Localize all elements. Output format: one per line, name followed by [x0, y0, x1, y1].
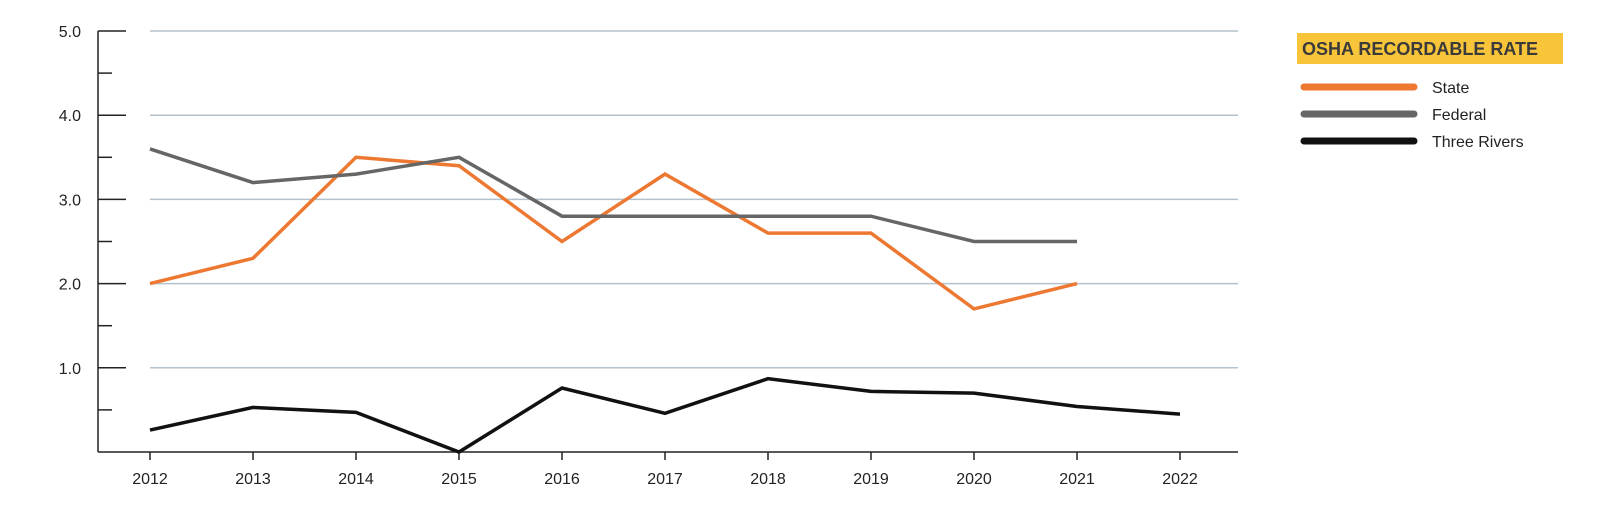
legend-label: Three Rivers [1432, 134, 1524, 151]
series-line-federal [149, 147, 1077, 244]
y-tick-label: 5.0 [59, 24, 81, 41]
x-tick-label: 2022 [1162, 471, 1198, 488]
x-tick-label: 2018 [750, 471, 786, 488]
legend-label: Federal [1432, 107, 1486, 124]
x-tick-label: 2015 [441, 471, 477, 488]
x-tick-label: 2013 [235, 471, 271, 488]
x-tick-label: 2021 [1059, 471, 1095, 488]
y-tick-label: 4.0 [59, 108, 81, 125]
legend: OSHA RECORDABLE RATE State Federal Three R… [1297, 33, 1563, 151]
y-tick-label: 3.0 [59, 192, 81, 209]
y-tick-label: 1.0 [59, 361, 81, 378]
legend-label: State [1432, 80, 1469, 97]
x-tick-label: 2019 [853, 471, 889, 488]
x-tick-label: 2020 [956, 471, 992, 488]
legend-title: OSHA RECORDABLE RATE [1302, 39, 1538, 59]
x-tick-label: 2016 [544, 471, 580, 488]
x-tick-label: 2014 [338, 471, 374, 488]
series-lines [149, 147, 1181, 454]
y-tick-labels: 1.0 2.0 3.0 4.0 5.0 [59, 24, 81, 378]
y-tick-label: 2.0 [59, 277, 81, 294]
series-line-three-rivers [149, 376, 1181, 454]
gridlines [150, 30, 1238, 369]
series-line-state [149, 155, 1078, 311]
x-tick-labels: 2012 2013 2014 2015 2016 2017 2018 2019 2020 2021… [132, 471, 1198, 488]
legend-title-background [1297, 33, 1563, 64]
axes [97, 30, 1238, 460]
x-tick-label: 2017 [647, 471, 683, 488]
x-tick-label: 2012 [132, 471, 168, 488]
